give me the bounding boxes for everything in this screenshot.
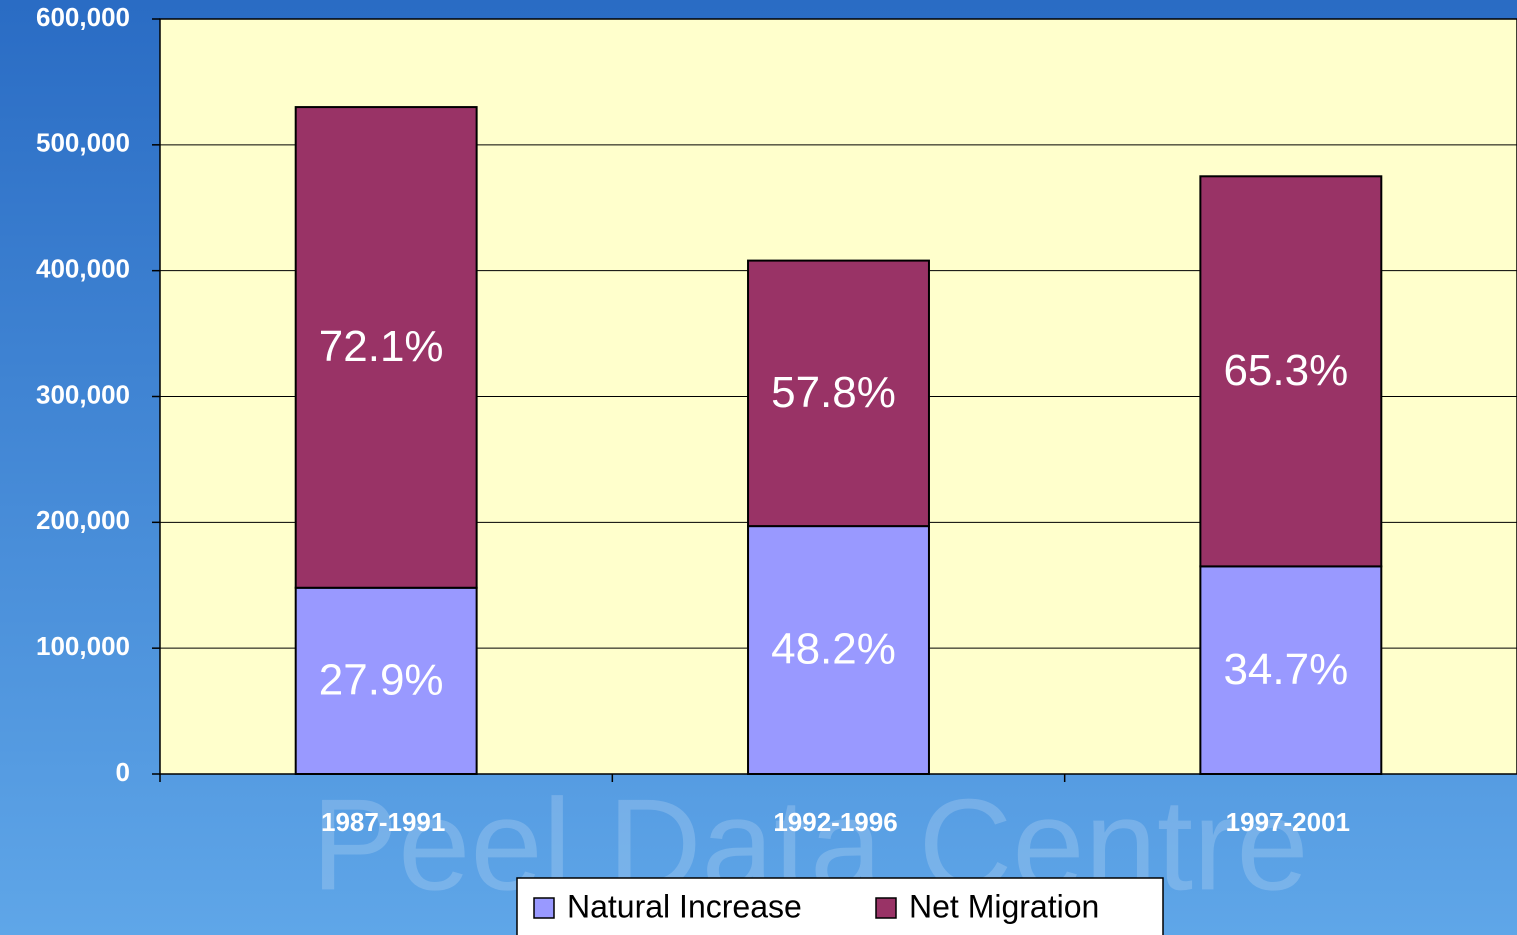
segment-label: 27.9% [319, 656, 444, 705]
y-tick-label: 400,000 [36, 254, 130, 284]
legend [516, 877, 1164, 935]
segment-label: 48.2% [771, 625, 896, 674]
y-tick-label: 200,000 [36, 505, 130, 535]
bar-segment [747, 525, 930, 775]
legend-label: Natural Increase [567, 888, 802, 924]
x-tick-label: 1987-1991 [321, 807, 445, 837]
x-tick-label: 1997-2001 [1226, 807, 1350, 837]
bar-segment [1199, 565, 1383, 775]
y-tick-label: 500,000 [36, 128, 130, 158]
bar-segment [1199, 175, 1383, 568]
x-tick-label: 1992-1996 [773, 807, 897, 837]
legend-swatch [875, 897, 897, 919]
legend-label: Net Migration [909, 888, 1099, 924]
y-tick-label: 300,000 [36, 379, 130, 409]
y-tick-label: 100,000 [36, 631, 130, 661]
y-tick-label: 0 [116, 757, 130, 787]
y-tick-label: 600,000 [36, 2, 130, 32]
segment-label: 57.8% [771, 368, 896, 417]
bar-segment [294, 106, 478, 589]
segment-label: 65.3% [1223, 346, 1348, 395]
bar-segment [747, 259, 930, 528]
bar-segment [294, 586, 478, 775]
legend-swatch [533, 897, 555, 919]
segment-label: 34.7% [1223, 645, 1348, 694]
segment-label: 72.1% [319, 322, 444, 371]
